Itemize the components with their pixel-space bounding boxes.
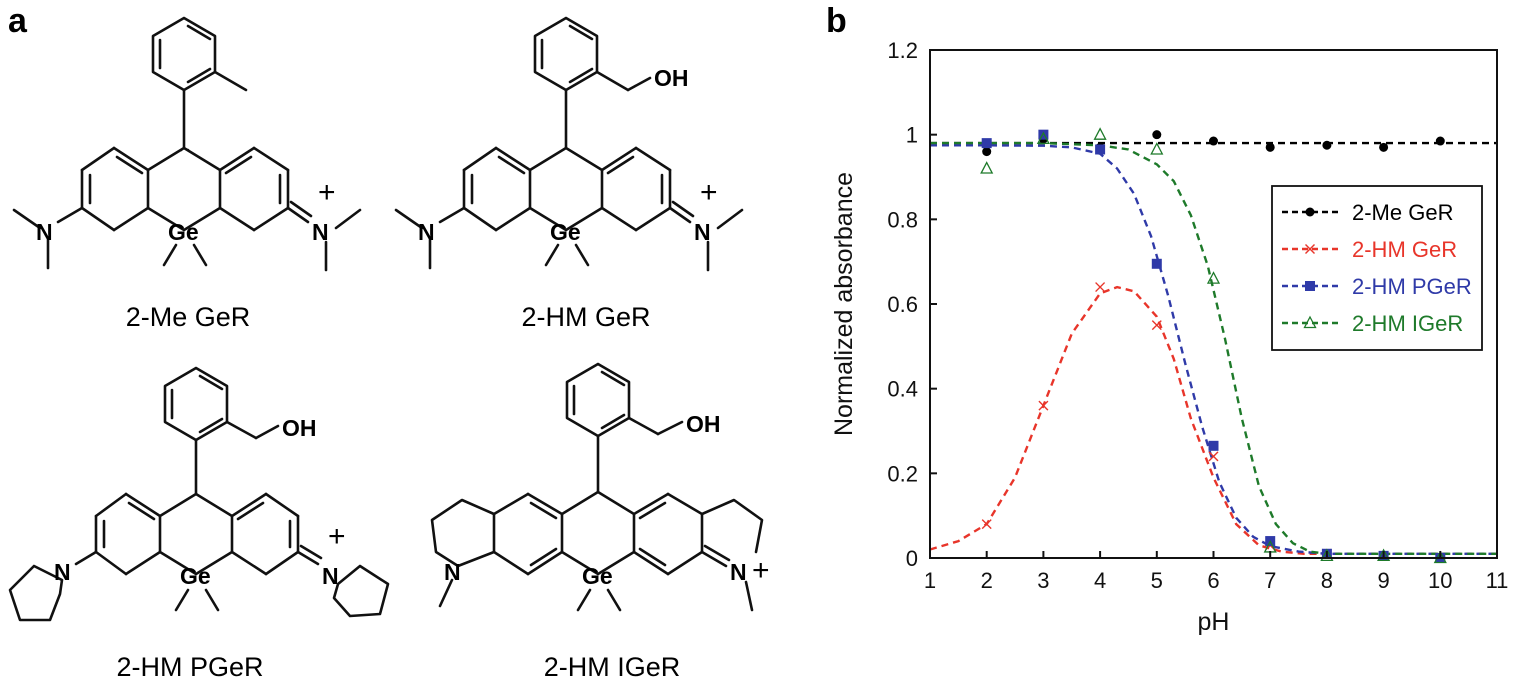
- n-atom-right: N: [322, 563, 339, 589]
- compound-name: 2-HM GeR: [521, 302, 650, 332]
- y-tick-label: 1: [906, 123, 918, 148]
- ring-bonds: [430, 362, 764, 612]
- data-point-2-hm-pger: [981, 138, 992, 149]
- legend-entry-2-hm-pger: 2-HM PGeR: [1282, 274, 1472, 299]
- n-atom-right: N: [694, 219, 711, 245]
- structure-2-hm-ger: OH Ge N N + 2-HM GeR: [394, 16, 744, 332]
- compound-name: 2-Me GeR: [126, 302, 251, 332]
- x-tick-label: 6: [1207, 568, 1219, 593]
- x-tick-label: 10: [1428, 568, 1452, 593]
- x-tick-label: 1: [924, 568, 936, 593]
- positive-charge: +: [318, 176, 336, 209]
- hydroxyl-group: OH: [686, 411, 721, 437]
- positive-charge: +: [328, 520, 346, 553]
- legend-label: 2-Me GeR: [1352, 200, 1453, 225]
- data-point-2-me-ger: [1435, 136, 1445, 146]
- x-tick-label: 7: [1264, 568, 1276, 593]
- data-point-2-hm-pger: [1208, 440, 1219, 451]
- y-axis-label: Normalized absorbance: [830, 172, 858, 436]
- x-tick-label: 9: [1377, 568, 1389, 593]
- fit-curve-2-hm-ger: [929, 285, 1497, 555]
- ge-atom: Ge: [582, 563, 613, 589]
- data-point-2-hm-iger: [1150, 142, 1164, 155]
- data-point-2-hm-iger: [1320, 548, 1334, 562]
- y-tick-label: 0.4: [887, 377, 918, 402]
- y-axis-ticks: 0 0.2 0.4 0.6 0.8 1 1.2: [887, 38, 937, 571]
- n-atom-right: N: [730, 559, 747, 585]
- x-axis-ticks: 1 2 3 4 5 6 7 8 9 10 11: [924, 551, 1509, 593]
- data-point-2-hm-iger: [980, 161, 994, 174]
- y-tick-label: 0: [906, 546, 918, 571]
- x-tick-label: 3: [1037, 568, 1049, 593]
- data-point-2-me-ger: [1265, 142, 1275, 152]
- data-point-2-hm-ger: [981, 519, 992, 530]
- data-point-2-hm-pger: [1151, 258, 1162, 269]
- legend-label: 2-HM IGeR: [1352, 311, 1463, 336]
- x-axis-label: pH: [1198, 608, 1230, 636]
- positive-charge: +: [752, 554, 770, 587]
- structure-2-hm-pger: OH Ge N N + 2-HM PGeR: [8, 366, 390, 682]
- x-tick-label: 4: [1094, 568, 1106, 593]
- compound-name: 2-HM IGeR: [544, 652, 681, 682]
- ring-bonds: [8, 366, 390, 622]
- y-tick-label: 0.6: [887, 292, 918, 317]
- positive-charge: +: [700, 176, 718, 209]
- data-point-2-hm-pger: [1038, 129, 1049, 140]
- data-point-2-me-ger: [1152, 130, 1162, 140]
- data-point-2-hm-iger: [1377, 548, 1391, 562]
- legend-marker: [1305, 244, 1315, 254]
- x-tick-label: 11: [1486, 568, 1509, 593]
- n-atom-left: N: [418, 219, 435, 245]
- ge-atom: Ge: [180, 563, 211, 589]
- data-point-2-me-ger: [982, 147, 992, 157]
- legend-entry-2-me-ger: 2-Me GeR: [1282, 200, 1453, 225]
- data-point-2-hm-iger: [1206, 271, 1221, 284]
- legend-marker: [1305, 281, 1315, 291]
- data-point-2-hm-iger: [1036, 131, 1050, 145]
- data-point-2-hm-ger: [1208, 451, 1219, 462]
- panel-label-b: b: [826, 2, 847, 40]
- panel-label-a: a: [8, 2, 28, 40]
- x-tick-label: 2: [981, 568, 993, 593]
- n-atom-left: N: [444, 559, 461, 585]
- ring-bonds: [12, 16, 362, 272]
- n-atom-right: N: [312, 219, 329, 245]
- n-atom-left: N: [36, 219, 53, 245]
- legend-marker: [1305, 207, 1315, 217]
- data-point-2-me-ger: [1322, 140, 1332, 150]
- ge-atom: Ge: [168, 219, 199, 245]
- data-point-2-me-ger: [1209, 136, 1218, 146]
- data-point-2-hm-pger: [1095, 144, 1106, 155]
- y-tick-label: 1.2: [887, 38, 918, 63]
- n-atom-left: N: [54, 559, 71, 585]
- structure-2-me-ger: Ge N N + 2-Me GeR: [12, 16, 362, 332]
- structure-2-hm-iger: OH Ge N N + 2-HM IGeR: [430, 362, 770, 682]
- x-tick-label: 8: [1321, 568, 1333, 593]
- legend-entry-2-hm-ger: 2-HM GeR: [1282, 237, 1457, 262]
- y-tick-label: 0.2: [887, 461, 918, 486]
- data-point-2-hm-ger: [1038, 400, 1049, 411]
- y-tick-label: 0.8: [887, 207, 918, 232]
- hydroxyl-group: OH: [654, 65, 689, 91]
- data-point-2-hm-ger: [1095, 282, 1106, 293]
- compound-name: 2-HM PGeR: [116, 652, 263, 682]
- legend-label: 2-HM GeR: [1352, 237, 1457, 262]
- data-point-2-me-ger: [1379, 142, 1389, 152]
- chart-legend: 2-Me GeR 2-HM GeR 2-HM PGeR 2-HM IGeR: [1271, 185, 1483, 351]
- legend-entry-2-hm-iger: 2-HM IGeR: [1282, 311, 1463, 336]
- data-point-2-hm-iger: [1093, 127, 1107, 140]
- legend-marker: [1303, 315, 1317, 329]
- ge-atom: Ge: [550, 219, 581, 245]
- legend-label: 2-HM PGeR: [1352, 274, 1472, 299]
- data-point-2-hm-ger: [1151, 320, 1162, 331]
- absorbance-chart: 1 2 3 4 5 6 7 8 9 10 11 0 0.2 0.4 0.6 0.8 1 1.2 pH Norma…: [830, 38, 1508, 636]
- ring-bonds: [394, 16, 744, 272]
- hydroxyl-group: OH: [282, 415, 317, 441]
- x-tick-label: 5: [1151, 568, 1163, 593]
